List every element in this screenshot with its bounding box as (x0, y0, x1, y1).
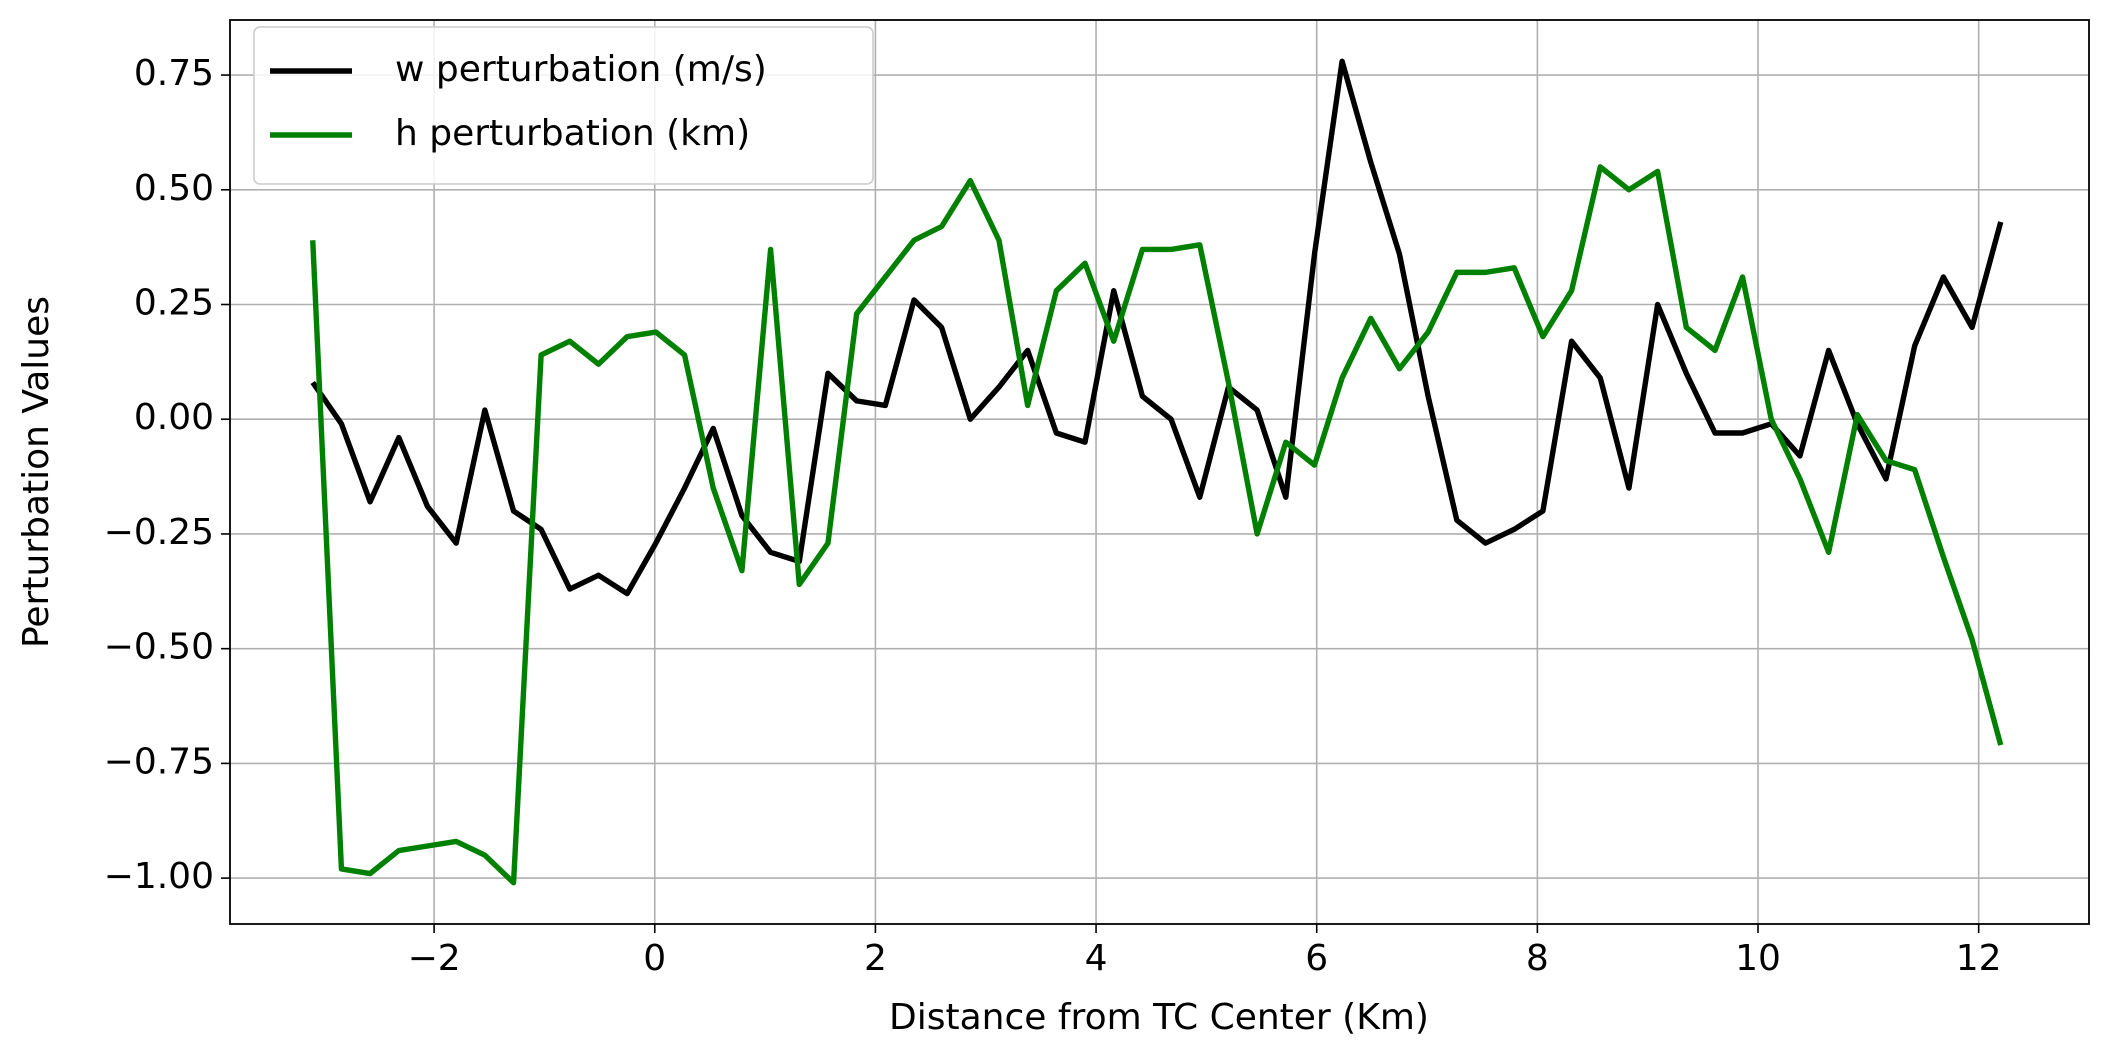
legend-box (253, 26, 874, 185)
x-tick-label: 8 (1526, 938, 1549, 979)
y-tick-label: −0.25 (104, 512, 214, 553)
x-tick-label: −2 (408, 938, 461, 979)
data-line (310, 58, 2004, 597)
x-tick-label: 0 (643, 938, 666, 979)
x-tick-label: 4 (1085, 938, 1108, 979)
x-tick-label: 12 (1956, 938, 2002, 979)
y-tick-label: −0.50 (104, 627, 214, 668)
y-axis-label: Perturbation Values (16, 296, 57, 648)
y-tick-label: 0.50 (134, 168, 214, 209)
data-line (310, 164, 2004, 886)
x-tick-label: 2 (864, 938, 887, 979)
legend-label: h perturbation (km) (395, 113, 750, 154)
y-tick-label: −1.00 (104, 856, 214, 897)
x-tick-label: 6 (1305, 938, 1328, 979)
y-tick-label: 0.00 (134, 397, 214, 438)
y-tick-label: −0.75 (104, 741, 214, 782)
y-tick-label: 0.25 (134, 283, 214, 324)
x-axis-label: Distance from TC Center (Km) (889, 997, 1429, 1038)
plot-frame (229, 19, 2090, 925)
legend-label: w perturbation (m/s) (395, 49, 767, 90)
y-tick-label: 0.75 (134, 53, 214, 94)
x-tick-label: 10 (1735, 938, 1781, 979)
